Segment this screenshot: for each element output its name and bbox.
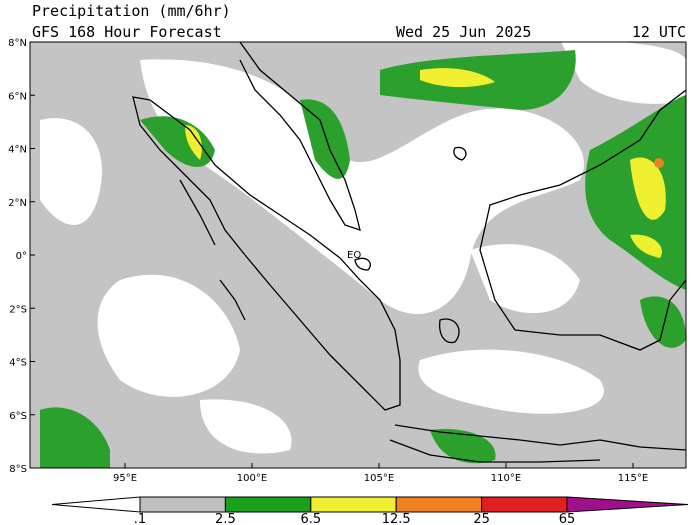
- coastlines: [132, 42, 686, 463]
- colorbar-segment: [139, 496, 226, 513]
- axis-ticks: 8°N 6°N 4°N 2°N 0° 2°S 4°S 6°S 8°S 95°E 100°E 105°E…: [8, 38, 648, 484]
- colorbar-label: 2.5: [215, 512, 236, 525]
- lon-label: 110°E: [491, 473, 521, 484]
- colorbar-label: 12.5: [382, 512, 411, 525]
- rain-intense: [654, 158, 664, 168]
- colorbar-end-low: [51, 496, 141, 513]
- lat-label: 6°S: [9, 411, 27, 422]
- date: Wed 25 Jun 2025: [396, 23, 531, 41]
- dry-areas: [40, 42, 686, 454]
- colorbar-segment: [310, 496, 397, 513]
- colorbar-end-high: [566, 496, 689, 513]
- lat-label: 2°N: [8, 198, 27, 209]
- map-area: EQ: [29, 41, 687, 469]
- colorbar-segment: [224, 496, 312, 513]
- colorbar-label: 25: [473, 512, 490, 525]
- lon-label: 115°E: [618, 473, 648, 484]
- lat-label: 0°: [16, 251, 27, 262]
- lon-label: 105°E: [364, 473, 394, 484]
- rain-heavy: [185, 68, 666, 258]
- lat-label: 2°S: [9, 304, 27, 315]
- colorbar-segment: [395, 496, 483, 513]
- colorbar-segment: [481, 496, 568, 513]
- colorbar: .1 2.5 6.5 12.5 25 65: [51, 496, 689, 525]
- colorbar-label: .1: [134, 512, 146, 525]
- lat-label: 6°N: [8, 91, 27, 102]
- subtitle: GFS 168 Hour Forecast: [32, 23, 222, 41]
- lat-label: 4°S: [9, 358, 27, 369]
- equator-label: EQ: [347, 250, 361, 261]
- time: 12 UTC: [632, 23, 686, 41]
- title: Precipitation (mm/6hr): [32, 2, 231, 20]
- lon-label: 100°E: [237, 473, 267, 484]
- colorbar-label: 65: [559, 512, 576, 525]
- lat-label: 8°S: [9, 464, 27, 475]
- lat-label: 8°N: [8, 38, 27, 49]
- lat-label: 4°N: [8, 145, 27, 156]
- colorbar-label: 6.5: [300, 512, 321, 525]
- lon-label: 95°E: [113, 473, 137, 484]
